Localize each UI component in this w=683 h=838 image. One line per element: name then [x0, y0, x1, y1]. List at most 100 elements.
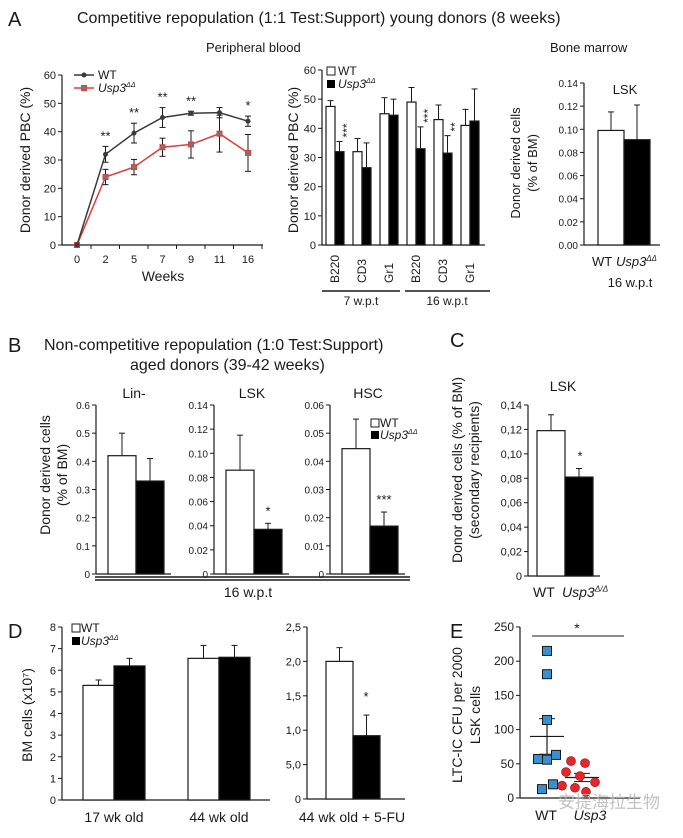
y-tick-label: 20: [44, 183, 56, 195]
data-point: [551, 749, 561, 760]
y-tick-label: 0,06: [501, 498, 522, 510]
significance-label: *: [265, 503, 270, 518]
legend-label-usp3: Usp3ΔΔ: [98, 80, 136, 95]
y-tick-label: 20: [304, 182, 316, 194]
data-point: [103, 151, 108, 157]
panel-b-ylabel-2: (% of BM): [54, 444, 70, 506]
panel-a-title: Competitive repopulation (1:1 Test:Suppo…: [77, 10, 561, 27]
y-axis-title: Donor derived cells (% of BM): [449, 377, 465, 563]
chart-title: HSC: [353, 385, 383, 401]
y-tick-label: 0: [507, 791, 514, 805]
data-point: [533, 754, 543, 765]
y-tick-label: 60: [304, 65, 316, 77]
chart-b-lin: 0 0.1 0.2 0.3 0.4 0.5 0.6 Lin-: [76, 385, 171, 581]
x-tick-label: 7: [159, 254, 165, 266]
bar-wt: [107, 455, 137, 575]
y-tick-label: 50: [304, 94, 316, 106]
x-tick-label: Usp3: [574, 807, 607, 823]
y-tick-label: 6: [50, 665, 56, 677]
significance-label: **: [157, 90, 167, 105]
bar-usp3: [135, 480, 165, 575]
watermark: 安提海拉生物: [558, 793, 660, 812]
bar-wt: [536, 430, 566, 577]
y-tick-label: 0.05: [305, 429, 325, 440]
bar-usp3: [352, 735, 381, 800]
y-tick-label: 0: [318, 570, 324, 581]
x-tick-label: 9: [188, 254, 194, 266]
y-axis-title-2: LSK cells: [467, 686, 483, 744]
x-tick-label: Gr1: [463, 263, 477, 283]
bar-wt: [460, 124, 471, 246]
y-axis-title: LTC-IC CFU per 2000: [449, 647, 465, 783]
y-tick-label: 0.02: [305, 514, 325, 525]
legend-label-wt: WT: [98, 68, 117, 82]
bar-usp3: [218, 656, 251, 801]
data-point: [102, 174, 109, 180]
legend-swatch-usp3: [327, 80, 335, 88]
y-tick-label: 0: [84, 570, 90, 581]
bar-wt: [433, 118, 444, 246]
chart-a-bm-lsk: 0.00 0.02 0.04 0.06 0.08 0.10 0.12 0.14 LSK Donor…: [508, 79, 660, 290]
legend-label-usp3: Usp3ΔΔ: [338, 76, 376, 91]
data-point: [548, 779, 558, 790]
panel-b-ylabel-1: Donor derived cells: [37, 415, 53, 535]
data-point: [542, 645, 552, 656]
y-tick-label: 0.3: [76, 486, 90, 497]
y-tick-label: 1,5: [286, 691, 301, 703]
y-tick-label: 0.5: [76, 429, 90, 440]
y-tick-label: 7: [50, 644, 56, 656]
data-point: [74, 242, 80, 248]
chart-title: Lin-: [122, 385, 146, 401]
y-tick-label: 0.02: [189, 546, 209, 557]
y-tick-label: 0.06: [189, 498, 209, 509]
bar-wt: [325, 660, 354, 800]
y-tick-label: 50: [44, 98, 56, 110]
significance-label: *: [245, 98, 250, 113]
y-tick-label: 5,0: [286, 760, 301, 772]
y-tick-label: 40: [44, 127, 56, 139]
legend-label-usp3: Usp3ΔΔ: [380, 427, 418, 442]
y-axis-title: BM cells (x10⁷): [19, 668, 35, 762]
y-tick-label: 0,04: [501, 522, 522, 534]
bar-usp3: [388, 114, 399, 246]
bar-usp3: [623, 139, 651, 246]
data-point: [188, 110, 194, 116]
significance-label: **: [100, 128, 110, 143]
data-point: [216, 130, 223, 137]
data-point: [542, 754, 552, 765]
y-tick-label: 0: [516, 571, 522, 583]
x-tick-label: 44 wk old + 5-FU: [299, 809, 405, 825]
y-tick-label: 0.1: [76, 542, 90, 553]
bar-usp3: [442, 152, 453, 246]
y-tick-label: 0.02: [559, 218, 579, 229]
significance-label: *: [577, 449, 582, 464]
y-tick-label: 1: [50, 773, 56, 785]
y-tick-label: 0,10: [501, 449, 522, 461]
x-tick-label: B220: [409, 255, 423, 283]
bar-wt: [406, 101, 417, 246]
data-point: [590, 777, 600, 788]
legend-marker-usp3: [81, 85, 87, 91]
y-tick-label: 0: [295, 794, 301, 806]
y-tick-label: 0.03: [305, 486, 325, 497]
data-point: [188, 141, 194, 148]
bar-usp3: [564, 476, 594, 577]
y-tick-label: 0: [50, 240, 56, 252]
y-tick-label: 0.01: [305, 542, 325, 553]
group-label: 7 w.p.t: [344, 294, 379, 308]
bar-wt: [341, 448, 371, 575]
panel-b-title-line2: aged donors (39-42 weeks): [130, 357, 325, 374]
y-tick-label: 30: [304, 153, 316, 165]
y-tick-label: 2: [50, 752, 56, 764]
bar-wt: [379, 113, 390, 246]
y-tick-label: 0.12: [559, 102, 579, 113]
data-point: [561, 767, 571, 777]
chart-title: LSK: [613, 82, 638, 97]
data-point: [570, 782, 580, 793]
x-tick-label: WT: [592, 254, 612, 269]
y-tick-label: 60: [44, 70, 56, 82]
panel-a-subtitle-pb: Peripheral blood: [206, 40, 301, 55]
y-tick-label: 10: [44, 212, 56, 224]
data-point: [581, 787, 591, 797]
